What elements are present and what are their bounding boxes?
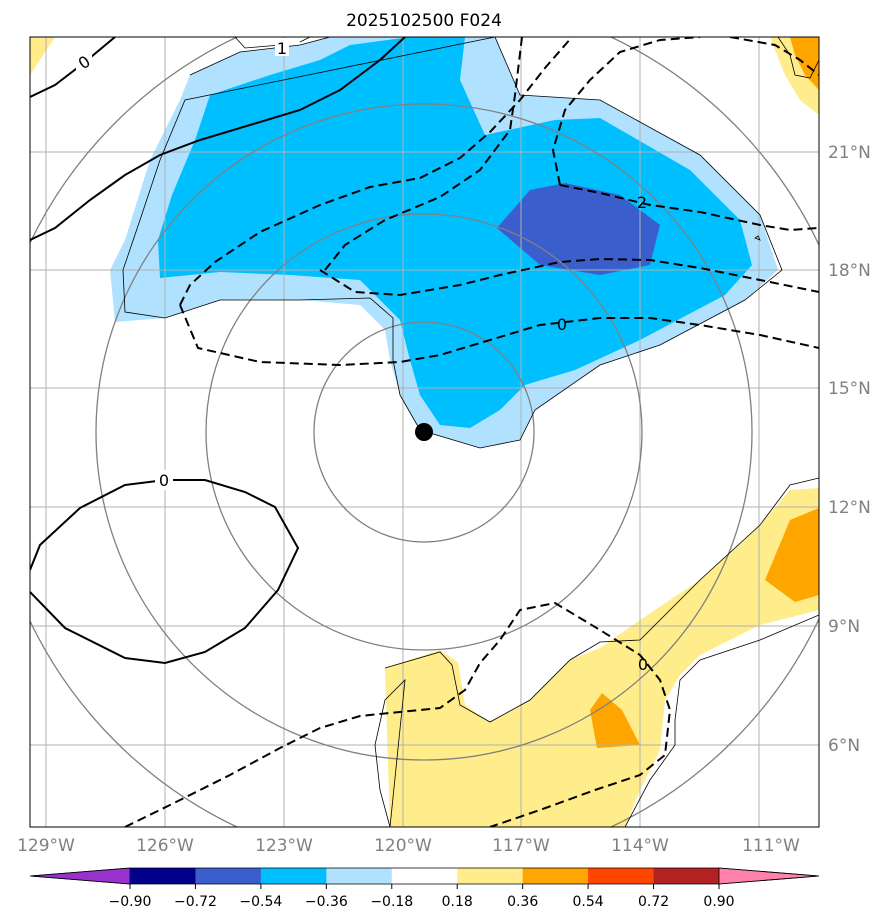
- colorbar-swatch: [588, 868, 655, 884]
- colorbar-tick-label: −0.36: [305, 894, 348, 910]
- colorbar-tick-label: 0.54: [573, 894, 604, 910]
- colorbar-tick-label: 0.18: [442, 894, 473, 910]
- contour-label: 0: [638, 655, 648, 674]
- shade-orange-east: [765, 508, 819, 602]
- colorbar: −0.90 −0.72 −0.54 −0.36 −0.18 0.18 0.36 0.54 0.7…: [29, 867, 820, 910]
- map-title: 2025102500 F024: [346, 11, 502, 31]
- colorbar-tick-label: 0.36: [507, 894, 538, 910]
- lat-label: 12°N: [828, 498, 871, 518]
- lon-label: 129°W: [17, 836, 75, 856]
- range-rings: [30, 37, 819, 827]
- shade-yellow-south: [385, 488, 819, 827]
- shade-medium-blue: [158, 37, 752, 428]
- colorbar-tick-label: 0.90: [703, 894, 734, 910]
- colorbar-extend-high: [718, 867, 820, 885]
- colorbar-tick-label: −0.18: [370, 894, 413, 910]
- colorbar-swatch: [391, 868, 458, 884]
- lat-label: 18°N: [828, 261, 871, 281]
- contour-label: 0: [159, 471, 169, 490]
- lon-label: 123°W: [255, 836, 313, 856]
- contour-label: 0: [557, 315, 567, 334]
- solid-contours: [30, 37, 406, 665]
- contour-labels: 0 1 0 2 0 0: [75, 38, 648, 674]
- colorbar-tick-label: −0.54: [239, 894, 282, 910]
- colorbar-swatch: [260, 868, 327, 884]
- lon-label: 120°W: [374, 836, 432, 856]
- colorbar-extend-low: [29, 867, 131, 885]
- storm-center-dot: [415, 423, 433, 441]
- shade-dark-blue: [497, 183, 660, 275]
- lat-label: 21°N: [828, 143, 871, 163]
- colorbar-tick-label: −0.72: [174, 894, 217, 910]
- colorbar-swatch: [653, 868, 720, 884]
- colorbar-swatch: [457, 868, 524, 884]
- lat-label: 6°N: [828, 736, 860, 756]
- lat-label: 15°N: [828, 379, 871, 399]
- lon-label: 114°W: [611, 836, 669, 856]
- lon-label: 117°W: [492, 836, 550, 856]
- longitude-labels: 129°W 126°W 123°W 120°W 117°W 114°W 111°…: [17, 836, 800, 856]
- latitude-labels: 21°N 18°N 15°N 12°N 9°N 6°N: [828, 143, 871, 756]
- lon-label: 111°W: [742, 836, 800, 856]
- colorbar-swatch: [130, 868, 196, 884]
- contour-label: 2: [637, 193, 647, 212]
- colorbar-swatch: [522, 868, 589, 884]
- thin-outline-contours: [122, 37, 819, 827]
- lat-lon-grid: [30, 37, 819, 827]
- colorbar-tick-label: −0.90: [109, 894, 152, 910]
- dashed-contours: [124, 37, 819, 827]
- colorbar-swatch: [326, 868, 393, 884]
- map-frame: [29, 36, 820, 828]
- shade-orange-ne: [790, 37, 819, 90]
- lon-label: 126°W: [136, 836, 194, 856]
- colorbar-tick-label: 0.72: [638, 894, 669, 910]
- colorbar-swatch: [195, 868, 262, 884]
- map-plot-area: 0 1 0 2 0 0: [30, 37, 819, 827]
- lat-label: 9°N: [828, 617, 860, 637]
- contour-label: 1: [277, 39, 287, 58]
- shade-yellow-nw-corner: [30, 37, 55, 75]
